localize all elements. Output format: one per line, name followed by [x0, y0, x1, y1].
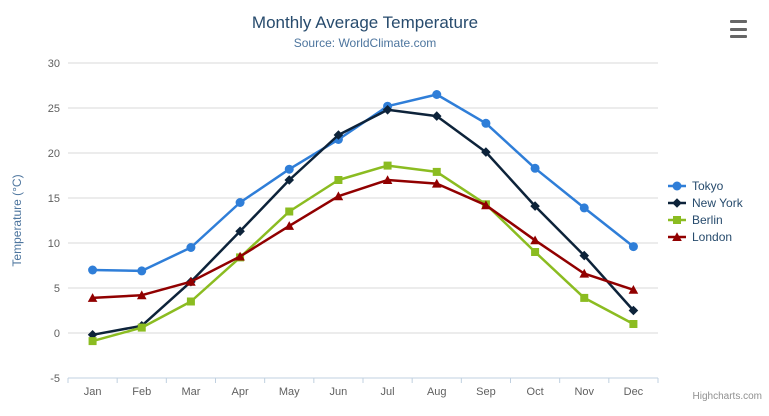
legend-item-london[interactable]: London [667, 228, 743, 245]
legend-symbol-diamond-icon [668, 197, 686, 208]
chart-subtitle: Source: WorldClimate.com [293, 36, 437, 50]
x-axis-label: Mar [181, 386, 200, 398]
y-axis-label: 10 [48, 238, 60, 250]
x-axis-label: Nov [574, 386, 594, 398]
data-point-london-apr[interactable] [235, 251, 245, 261]
legend-item-berlin[interactable]: Berlin [667, 211, 743, 228]
x-axis-label: Sep [476, 386, 496, 398]
legend-item-new-york[interactable]: New York [667, 194, 743, 211]
data-point-berlin-jan[interactable] [88, 337, 97, 346]
x-axis-label: Apr [232, 386, 249, 398]
y-axis-label: 20 [48, 148, 60, 160]
x-axis-label: Feb [132, 386, 151, 398]
y-axis-label: 5 [54, 283, 60, 295]
data-point-tokyo-jan[interactable] [88, 265, 98, 275]
data-point-new-york-sep[interactable] [481, 147, 491, 157]
legend-symbol-circle-icon [668, 181, 686, 190]
data-point-new-york-apr[interactable] [235, 226, 245, 237]
legend-item-tokyo[interactable]: Tokyo [667, 177, 743, 194]
y-axis-label: 0 [54, 328, 60, 340]
data-point-new-york-oct[interactable] [530, 201, 540, 211]
series-london [87, 175, 639, 302]
x-axis-label: Jan [84, 386, 102, 398]
data-point-berlin-mar[interactable] [186, 297, 195, 306]
legend-marker [672, 231, 682, 241]
data-point-london-jul[interactable] [382, 175, 393, 184]
legend-marker [672, 197, 682, 208]
x-axis-label: Dec [624, 386, 644, 398]
data-point-tokyo-oct[interactable] [530, 163, 540, 173]
data-point-tokyo-feb[interactable] [137, 266, 147, 276]
data-point-berlin-feb[interactable] [137, 323, 146, 332]
data-point-tokyo-mar[interactable] [186, 243, 196, 252]
series-line-tokyo[interactable] [91, 93, 635, 273]
series-line-london[interactable] [91, 178, 635, 300]
series-line-new-york[interactable] [91, 108, 635, 337]
data-point-berlin-dec[interactable] [629, 320, 638, 328]
legend-symbol-triangle-icon [668, 231, 686, 241]
data-point-tokyo-nov[interactable] [579, 203, 589, 213]
data-point-london-aug[interactable] [431, 178, 442, 188]
data-point-berlin-jul[interactable] [383, 161, 392, 170]
data-point-london-feb[interactable] [136, 290, 147, 300]
data-point-new-york-jun[interactable] [333, 130, 344, 140]
data-point-berlin-jun[interactable] [334, 176, 343, 184]
legend-symbol-square-icon [668, 215, 686, 224]
data-point-london-dec[interactable] [628, 285, 639, 294]
chart-title: Monthly Average Temperature [251, 13, 479, 32]
data-point-new-york-may[interactable] [284, 175, 295, 185]
data-point-tokyo-dec[interactable] [628, 242, 638, 252]
legend-label: Tokyo [692, 178, 724, 193]
hamburger-icon-bar [730, 35, 747, 38]
x-axis-label: Oct [527, 386, 544, 398]
y-axis-title: Temperature (°C) [10, 174, 24, 266]
data-point-london-sep[interactable] [481, 200, 491, 210]
data-point-tokyo-apr[interactable] [235, 198, 245, 207]
x-axis-label: Jul [381, 386, 395, 398]
credits-link[interactable]: Highcharts.com [692, 391, 762, 402]
data-point-new-york-nov[interactable] [579, 250, 590, 261]
series-tokyo [88, 90, 638, 276]
x-axis-label: Jun [330, 386, 348, 398]
y-axis-label: 15 [48, 193, 60, 205]
y-axis-label: 25 [48, 103, 60, 115]
hamburger-icon-bar [730, 27, 747, 31]
data-point-new-york-jan[interactable] [87, 330, 98, 340]
data-point-london-oct[interactable] [530, 235, 540, 245]
y-axis-label: -5 [50, 373, 60, 385]
data-point-new-york-aug[interactable] [431, 111, 442, 121]
data-point-tokyo-aug[interactable] [432, 90, 442, 99]
data-point-tokyo-may[interactable] [284, 164, 294, 174]
series-new-york [87, 105, 639, 340]
export-menu-button[interactable] [730, 20, 751, 38]
data-point-london-may[interactable] [284, 221, 295, 230]
legend-label: London [692, 229, 733, 244]
legend: Tokyo New York Berlin London [667, 177, 743, 245]
data-point-berlin-aug[interactable] [432, 167, 441, 176]
data-point-new-york-jul[interactable] [382, 105, 393, 115]
data-point-berlin-oct[interactable] [531, 248, 540, 256]
legend-label: New York [692, 195, 743, 210]
legend-marker [673, 215, 681, 224]
x-axis-label: Aug [427, 386, 447, 398]
legend-label: Berlin [692, 212, 723, 227]
data-point-london-jan[interactable] [87, 293, 98, 302]
legend-marker [672, 181, 682, 190]
data-point-london-jun[interactable] [333, 191, 344, 201]
data-point-berlin-may[interactable] [285, 207, 294, 216]
data-point-london-mar[interactable] [186, 276, 196, 286]
y-axis-label: 30 [48, 58, 60, 70]
data-point-london-nov[interactable] [579, 268, 590, 278]
series-line-berlin[interactable] [91, 164, 635, 343]
hamburger-icon-bar [730, 20, 747, 23]
data-point-tokyo-sep[interactable] [481, 118, 491, 128]
x-axis-label: May [279, 386, 300, 398]
data-point-new-york-dec[interactable] [628, 305, 639, 316]
data-point-berlin-nov[interactable] [580, 293, 589, 302]
